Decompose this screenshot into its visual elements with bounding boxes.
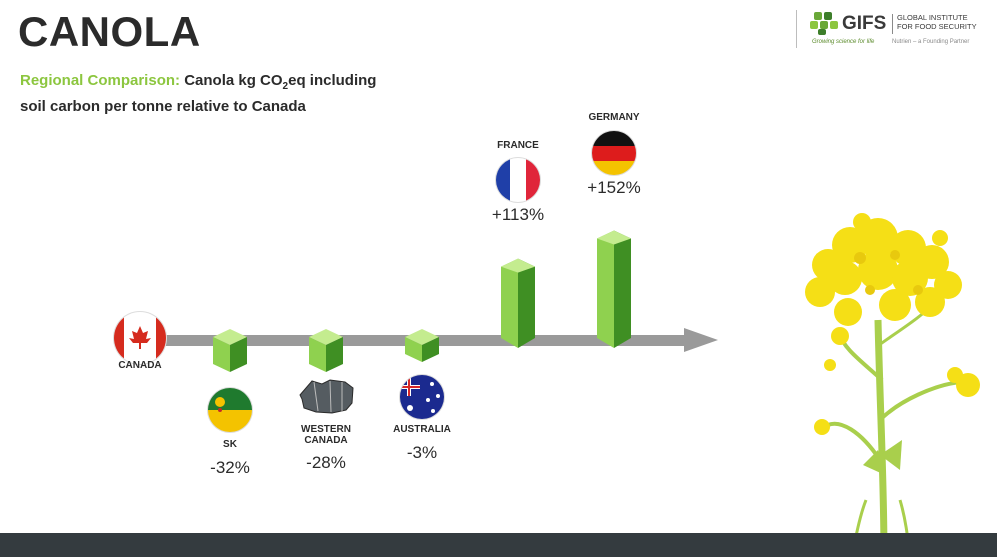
value-label-western-canada: -28% xyxy=(306,453,346,472)
saskatchewan-flag-icon xyxy=(207,387,253,433)
logo-separator xyxy=(892,14,893,34)
logo-name: GIFS xyxy=(842,13,887,34)
france-flag-icon xyxy=(495,157,541,203)
canola-flower-illustration xyxy=(805,213,980,557)
baseline-label: CANADA xyxy=(118,360,161,371)
value-label-germany: +152% xyxy=(587,178,640,197)
value-label-australia: -3% xyxy=(407,443,437,462)
bar-sk xyxy=(213,329,247,372)
footer-bar xyxy=(0,533,997,557)
logo-tagline: Growing science for life xyxy=(812,39,875,45)
bar-germany xyxy=(597,230,631,348)
chart-subtitle: Regional Comparison: Canola kg CO2eq inc… xyxy=(20,71,380,117)
canada-flag-icon xyxy=(113,311,167,365)
logo-full-line1: GLOBAL INSTITUTE xyxy=(897,13,968,22)
category-label-germany: GERMANY xyxy=(588,112,639,123)
gifs-logo-icon xyxy=(810,12,838,35)
value-label-sk: -32% xyxy=(210,458,250,477)
logo-full-name: GLOBAL INSTITUTE FOR FOOD SECURITY xyxy=(897,13,987,31)
logo-full-line2: FOR FOOD SECURITY xyxy=(897,22,977,31)
australia-flag-icon xyxy=(399,374,445,420)
bar-western-canada xyxy=(309,329,343,372)
subtitle-accent: Regional Comparison: xyxy=(20,72,181,89)
bar-france xyxy=(501,258,535,348)
subtitle-line1-end: eq including xyxy=(288,72,377,89)
category-label-sk: SK xyxy=(223,439,238,450)
category-label-western-canada: WESTERN CANADA xyxy=(301,424,351,446)
germany-flag-icon xyxy=(591,130,637,176)
subtitle-line2: soil carbon per tonne relative to Canada xyxy=(20,98,306,115)
category-label-australia: AUSTRALIA xyxy=(393,424,451,435)
subtitle-line1: Canola kg CO xyxy=(184,72,283,89)
page-title: CANOLA xyxy=(18,8,201,55)
subtitle-subscript: 2 xyxy=(282,81,289,92)
logo-divider xyxy=(796,10,797,48)
gifs-logo: GIFS GLOBAL INSTITUTE FOR FOOD SECURITY … xyxy=(796,8,986,50)
category-label-france: FRANCE xyxy=(497,140,539,151)
value-label-france: +113% xyxy=(492,205,544,224)
bar-australia xyxy=(405,329,439,362)
western-canada-map-icon xyxy=(299,379,354,414)
logo-partner: Nutrien – a Founding Partner xyxy=(892,39,970,45)
